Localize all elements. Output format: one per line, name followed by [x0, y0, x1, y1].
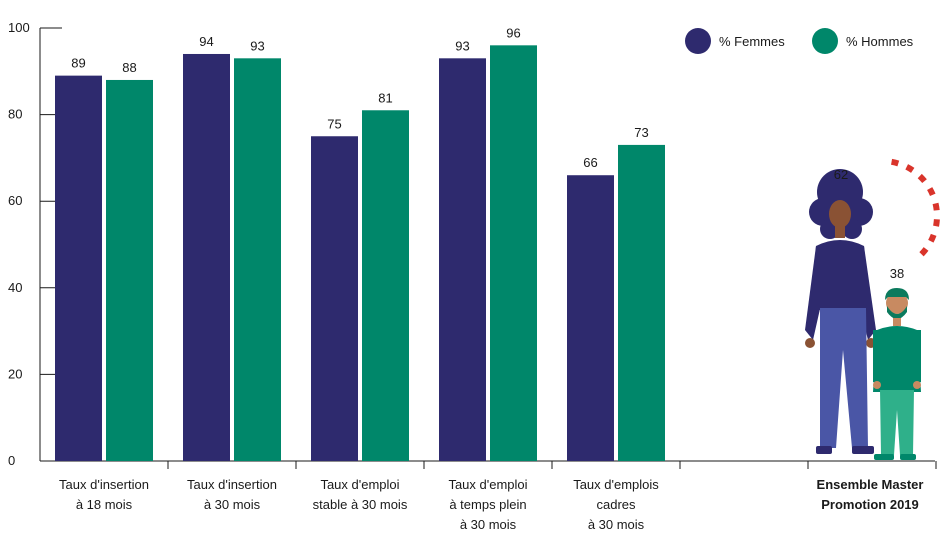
legend-swatch-femmes [685, 28, 711, 54]
man-figure-icon [873, 288, 921, 460]
legend-label-hommes: % Hommes [846, 34, 914, 49]
legend-swatch-hommes [812, 28, 838, 54]
summary-illustration: 62 38 Ensemble Master Promotion 2019 [805, 158, 940, 512]
x-category-label: Taux d'emploi [320, 477, 399, 492]
bar-hommes [490, 45, 537, 461]
bar-femmes [311, 136, 358, 461]
bar-value-label: 96 [506, 25, 520, 40]
legend-label-femmes: % Femmes [719, 34, 785, 49]
x-category-label: à 18 mois [76, 497, 133, 512]
bar-value-label: 89 [71, 56, 85, 71]
bar-hommes [234, 58, 281, 462]
bar-value-label: 75 [327, 116, 341, 131]
bar-femmes [567, 175, 614, 461]
x-category-label: à 30 mois [204, 497, 261, 512]
bars-group [55, 45, 665, 462]
y-tick-label: 60 [8, 193, 22, 208]
x-category-label: à 30 mois [588, 517, 645, 532]
y-tick-label: 100 [8, 20, 30, 35]
bar-hommes [618, 144, 665, 461]
bar-value-label: 66 [583, 155, 597, 170]
bar-value-label: 94 [199, 34, 213, 49]
y-tick-label: 20 [8, 366, 22, 381]
summary-label-line-2: Promotion 2019 [821, 497, 919, 512]
bar-hommes [362, 110, 409, 462]
bar-femmes [183, 53, 230, 461]
woman-figure-icon [805, 169, 876, 454]
summary-femmes-value: 62 [834, 167, 848, 182]
x-category-label: cadres [596, 497, 636, 512]
bar-femmes [439, 58, 486, 462]
x-category-label: à temps plein [449, 497, 526, 512]
x-category-label: Taux d'insertion [59, 477, 149, 492]
x-category-label: Taux d'emploi [448, 477, 527, 492]
x-category-label: Taux d'insertion [187, 477, 277, 492]
bar-value-label: 73 [634, 125, 648, 140]
summary-label-line-1: Ensemble Master [817, 477, 924, 492]
y-tick-label: 0 [8, 453, 15, 468]
bar-value-label: 88 [122, 60, 136, 75]
bar-hommes [106, 79, 153, 462]
legend: % Femmes % Hommes [685, 28, 914, 54]
bar-value-label: 81 [378, 90, 392, 105]
labels-group: 89 88 Taux d'insertion à 18 mois 94 93 Taux d'… [59, 25, 659, 532]
bar-femmes [55, 75, 102, 461]
percent-ring-icon [824, 158, 940, 274]
y-tick-label: 80 [8, 107, 22, 122]
x-category-label: Taux d'emplois [573, 477, 659, 492]
x-category-label: à 30 mois [460, 517, 517, 532]
y-tick-label: 40 [8, 280, 22, 295]
bar-value-label: 93 [250, 38, 264, 53]
x-category-label: stable à 30 mois [313, 497, 408, 512]
summary-hommes-value: 38 [890, 266, 904, 281]
bar-value-label: 93 [455, 38, 469, 53]
